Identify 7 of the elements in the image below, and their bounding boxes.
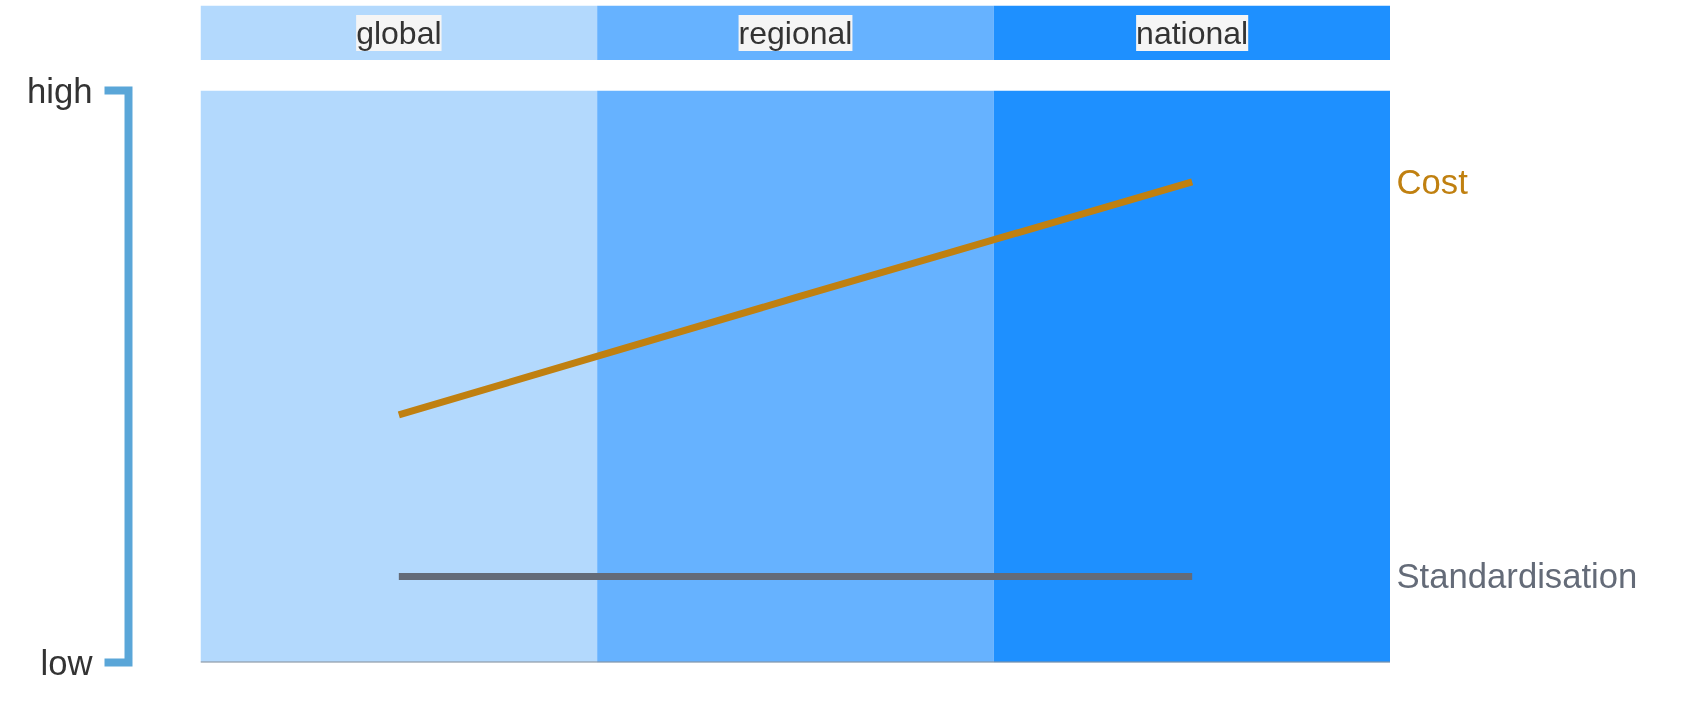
x-tick-label: global [356,15,442,51]
text: high [26,71,93,110]
text: Cost [1396,162,1469,201]
x-tick-label: regional [738,15,853,51]
text: low [40,643,94,682]
x-tick-label: national [1136,15,1249,51]
text: Standardisation [1396,557,1638,596]
